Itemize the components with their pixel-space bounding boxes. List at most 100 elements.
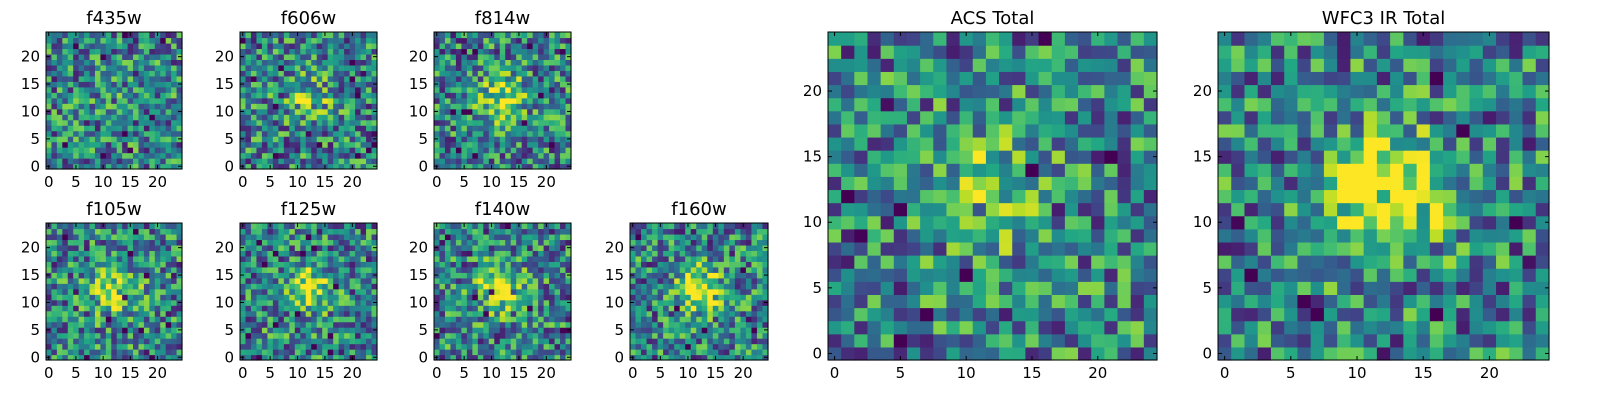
heatmap-cell (366, 343, 373, 350)
heatmap-cell (138, 108, 145, 115)
heatmap-cell (261, 37, 268, 44)
heatmap-cell (305, 163, 312, 170)
heatmap-cell (165, 32, 172, 39)
heatmap-cell (62, 152, 69, 159)
heatmap-cell (505, 327, 512, 334)
heatmap-cell (762, 223, 769, 230)
heatmap-cell (105, 130, 112, 137)
heatmap-cell (505, 321, 512, 328)
heatmap-cell (543, 53, 550, 60)
heatmap-cell (171, 250, 178, 257)
heatmap-cell (176, 266, 183, 273)
heatmap-cell (84, 108, 91, 115)
panel-title: f606w (281, 8, 336, 29)
heatmap-cell (289, 239, 296, 246)
heatmap-cell (635, 299, 642, 306)
heatmap-cell (488, 272, 495, 279)
heatmap-cell (94, 97, 101, 104)
heatmap-cell (751, 305, 758, 312)
heatmap-cell (439, 32, 446, 39)
heatmap-cell (1064, 255, 1079, 269)
heatmap-cell (499, 147, 506, 154)
heatmap-cell (461, 299, 468, 306)
heatmap-cell (366, 86, 373, 93)
heatmap-cell (176, 130, 183, 137)
heatmap-cell (516, 119, 523, 126)
heatmap-cell (472, 114, 479, 121)
heatmap-cell (360, 239, 367, 246)
heatmap-cell (560, 239, 567, 246)
x-tick-label: 20 (734, 364, 753, 382)
heatmap-cell (499, 70, 506, 77)
heatmap-cell (488, 255, 495, 262)
heatmap-cell (679, 354, 686, 361)
heatmap-cell (841, 189, 855, 204)
heatmap-cell (366, 338, 373, 345)
heatmap-cell (999, 150, 1013, 164)
heatmap-cell (305, 130, 312, 137)
heatmap-cell (549, 141, 556, 148)
heatmap-cell (521, 294, 528, 301)
heatmap-cell (62, 332, 69, 339)
heatmap-cell (366, 53, 373, 60)
heatmap-cell (349, 70, 356, 77)
heatmap-cell (444, 141, 452, 148)
heatmap-cell (84, 294, 91, 301)
heatmap-cell (316, 59, 323, 66)
heatmap-cell (751, 288, 758, 295)
y-tick-label: 5 (224, 321, 234, 339)
heatmap-cell (355, 92, 362, 99)
heatmap-cell (483, 332, 490, 339)
heatmap-cell (149, 255, 156, 262)
heatmap-cell (1064, 228, 1079, 243)
heatmap-cell (521, 310, 528, 317)
heatmap-cell (316, 141, 323, 148)
heatmap-cell (105, 294, 112, 301)
heatmap-cell (505, 119, 512, 126)
heatmap-cell (510, 125, 517, 132)
heatmap-cell (1078, 307, 1092, 322)
heatmap-cell (946, 189, 961, 204)
heatmap-cell (165, 147, 172, 154)
heatmap-cell (84, 130, 91, 137)
heatmap-cell (565, 92, 572, 99)
heatmap-cell (1051, 268, 1066, 282)
heatmap-cell (283, 32, 290, 39)
heatmap-cell (316, 233, 323, 241)
heatmap-cell (100, 147, 107, 154)
heatmap-cell (488, 332, 495, 339)
heatmap-cell (300, 349, 307, 356)
heatmap-cell (171, 97, 178, 104)
heatmap-cell (46, 239, 53, 246)
heatmap-cell (360, 158, 367, 165)
heatmap-cell (84, 59, 91, 66)
heatmap-cell (718, 239, 725, 246)
heatmap-cell (532, 59, 539, 66)
heatmap-cell (289, 152, 296, 159)
heatmap-cell (756, 272, 764, 279)
heatmap-cell (89, 59, 96, 66)
heatmap-cell (455, 233, 462, 241)
heatmap-cell (62, 228, 69, 235)
heatmap-cell (51, 332, 58, 339)
heatmap-cell (554, 108, 561, 115)
heatmap-cell (1130, 215, 1145, 230)
heatmap-cell (630, 316, 637, 323)
heatmap-cell (105, 223, 112, 230)
heatmap-cell (122, 147, 129, 154)
heatmap-cell (723, 233, 730, 241)
heatmap-cell (89, 354, 96, 361)
heatmap-cell (366, 59, 373, 66)
axes-frame (239, 222, 378, 361)
heatmap-cell (521, 125, 528, 132)
heatmap-cell (138, 158, 145, 165)
heatmap-cell (78, 266, 85, 273)
heatmap-cell (488, 294, 495, 301)
heatmap-cell (450, 130, 457, 137)
heatmap-cell (450, 349, 457, 356)
heatmap-cell (256, 354, 263, 361)
heatmap-cell (116, 255, 123, 262)
heatmap-cell (56, 244, 63, 251)
heatmap-cell (946, 268, 961, 282)
heatmap-cell (466, 75, 473, 82)
